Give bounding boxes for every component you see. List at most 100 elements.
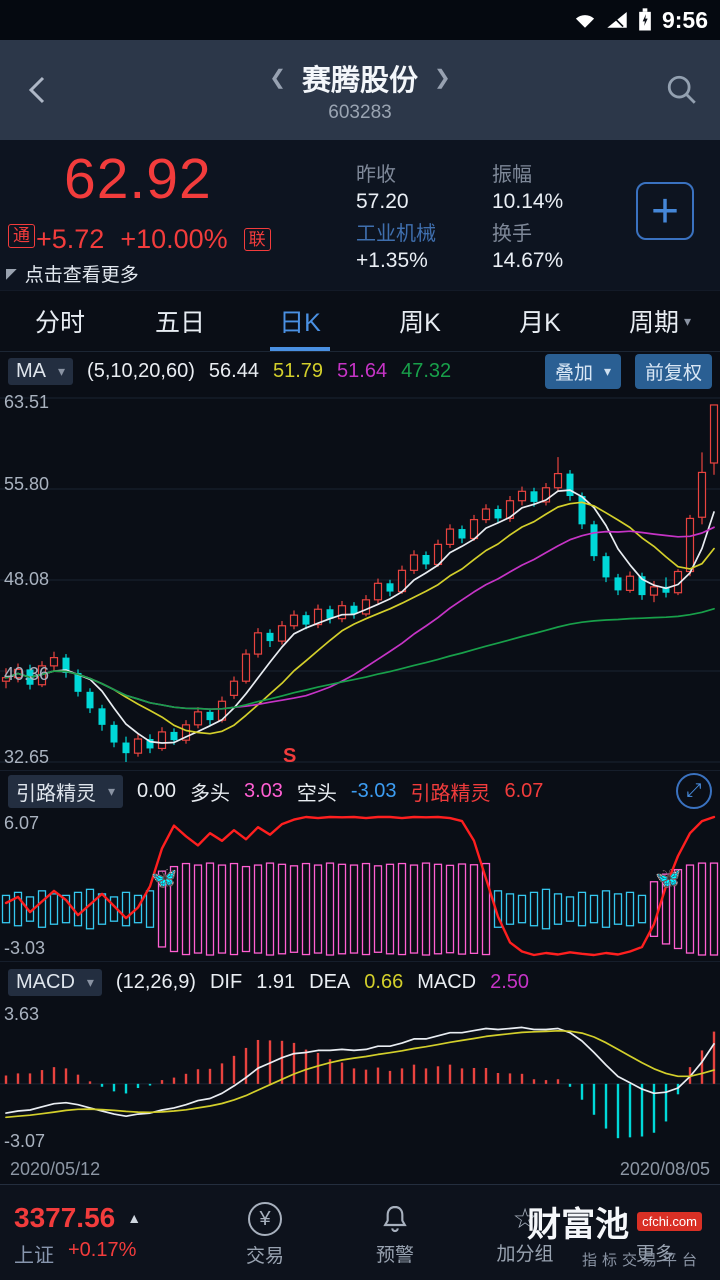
end-date: 2020/08/05 (619, 1158, 710, 1179)
ma60-value: 47.32 (401, 359, 452, 382)
index-expand-icon[interactable]: ▲ (127, 1210, 142, 1226)
ma20-value: 51.64 (337, 359, 388, 382)
sprite-value0: 0.00 (137, 779, 176, 802)
cellular-signal-icon (607, 11, 627, 28)
macd-params: (12,26,9) (115, 970, 196, 993)
dif-label: DIF (209, 970, 243, 993)
y-axis-label: 48.08 (4, 569, 50, 589)
amplitude-label: 振幅 (492, 164, 532, 186)
macd-selector[interactable]: MACD ▾ (8, 968, 102, 996)
wifi-icon (575, 14, 595, 28)
star-icon: ☆ (512, 1203, 538, 1234)
quote-stats: 昨收 57.20 工业机械 +1.35% 振幅 10.14% 换手 14.67% (356, 158, 563, 273)
add-watchlist-button[interactable]: + (636, 182, 694, 240)
start-date: 2020/05/12 (10, 1158, 101, 1179)
y-axis-label: 40.36 (4, 664, 50, 684)
overlay-button[interactable]: 叠加 ▾ (544, 353, 621, 389)
prev-stock-button[interactable]: ❮ (269, 67, 286, 89)
more-button[interactable]: 更多 (635, 1244, 674, 1265)
alert-button[interactable]: 预警 (330, 1185, 460, 1280)
index-summary[interactable]: 3377.56 ▲ 上证 +0.17% (0, 1185, 200, 1280)
y-axis-label: 6.07 (4, 813, 40, 833)
ma-params: (5,10,20,60) (87, 359, 195, 382)
view-more-link[interactable]: ◤ 点击查看更多 (6, 260, 139, 287)
turnover-label: 换手 (492, 223, 532, 245)
index-value: 3377.56 (14, 1202, 116, 1233)
sprite-self-label: 引路精灵 (410, 782, 491, 805)
dif-value: 1.91 (256, 970, 296, 993)
y-axis-label: 32.65 (4, 747, 50, 767)
battery-charging-icon (639, 8, 651, 31)
lian-badge: 联 (243, 227, 271, 252)
search-button[interactable] (644, 40, 720, 140)
bull-label: 多头 (189, 782, 230, 805)
back-button[interactable] (0, 40, 76, 140)
macd-chart[interactable]: 3.63 -3.07 (0, 1002, 720, 1154)
sell-signal-marker: S (283, 745, 297, 767)
add-group-button[interactable]: ☆ 加分组 (496, 1203, 554, 1266)
ma10-value: 51.79 (272, 359, 324, 382)
index-name: 上证 (14, 1245, 54, 1267)
yen-circle-icon: ¥ (248, 1202, 282, 1236)
y-axis-label: -3.07 (4, 1131, 46, 1151)
stock-code: 603283 (328, 101, 392, 123)
back-chevron-icon (28, 76, 45, 104)
chevron-down-icon: ▾ (86, 973, 94, 990)
tab-period-more[interactable]: 周期 ▾ (628, 309, 692, 337)
sprite-selector[interactable]: 引路精灵 ▾ (8, 774, 124, 808)
dea-value: 0.66 (364, 970, 404, 993)
view-more-label: 点击查看更多 (24, 265, 139, 286)
chevron-down-icon: ▾ (683, 312, 692, 329)
macd-canvas (0, 1026, 720, 1139)
tong-badge: 通 (8, 224, 35, 248)
macd-value: 2.50 (490, 970, 530, 993)
ma-selector[interactable]: MA ▾ (8, 357, 74, 385)
bear-value: -3.03 (350, 779, 397, 802)
macd-indicator-bar: MACD ▾ (12,26,9) DIF 1.91 DEA 0.66 MACD … (0, 961, 720, 1002)
price-change-pct: +10.00% (120, 224, 228, 254)
adjust-mode-button[interactable]: 前复权 (634, 353, 712, 389)
next-stock-button[interactable]: ❯ (434, 67, 451, 89)
y-axis-label: 3.63 (4, 1004, 40, 1024)
candlestick-chart[interactable]: 63.51 55.80 48.08 40.36 32.65 S (0, 390, 720, 770)
industry-link[interactable]: 工业机械 (356, 223, 436, 245)
date-axis: 2020/05/12 2020/08/05 (0, 1154, 720, 1184)
tab-daily-k[interactable]: 日K (240, 291, 360, 351)
amplitude-value: 10.14% (492, 190, 564, 213)
sprite-indicator-bar: 引路精灵 ▾ 0.00 多头 3.03 空头 -3.03 引路精灵 6.07 ⤢ (0, 770, 720, 811)
dea-label: DEA (309, 970, 351, 993)
tab-weekly-k[interactable]: 周K (399, 309, 441, 337)
sprite-canvas (1, 815, 719, 957)
bull-value: 3.03 (243, 779, 283, 802)
period-tabs: 分时 五日 日K 周K 月K 周期 ▾ (0, 290, 720, 352)
tab-minute[interactable]: 分时 (34, 309, 85, 337)
butterfly-signal-icon: 🦋 (151, 867, 178, 890)
bell-icon (383, 1205, 407, 1232)
price-change-row: +5.72 +10.00% 联 (36, 224, 271, 255)
chevron-down-icon: ▾ (603, 362, 611, 379)
industry-change: +1.35% (356, 249, 428, 272)
expand-arrows-icon: ⤢ (686, 780, 702, 801)
index-change: +0.17% (68, 1239, 137, 1261)
chevron-down-icon: ▾ (58, 362, 66, 379)
tab-fiveday[interactable]: 五日 (154, 309, 205, 337)
bottom-toolbar: 3377.56 ▲ 上证 +0.17% ¥ 交易 预警 ☆ 加分组 (0, 1184, 720, 1280)
status-bar: 9:56 (0, 0, 720, 40)
tab-monthly-k[interactable]: 月K (519, 309, 561, 337)
quote-panel: 通 62.92 +5.72 +10.00% 联 ◤ 点击查看更多 昨收 57.2… (0, 140, 720, 290)
fullscreen-button[interactable]: ⤢ (676, 773, 712, 809)
macd-label: MACD (417, 970, 477, 993)
sprite-self-value: 6.07 (504, 779, 544, 802)
sprite-chart[interactable]: 6.07 -3.03 🦋 🦋 (0, 811, 720, 961)
trade-button[interactable]: ¥ 交易 (200, 1185, 330, 1280)
bear-label: 空头 (296, 782, 337, 805)
prev-close-label: 昨收 (356, 164, 396, 186)
stock-name: 赛腾股份 (301, 64, 418, 97)
clock: 9:56 (661, 6, 708, 33)
butterfly-signal-icon: 🦋 (655, 867, 682, 890)
nav-bar: ❮ 赛腾股份 ❯ 603283 (0, 40, 720, 140)
ma5-value: 56.44 (208, 359, 259, 382)
chevron-down-icon: ▾ (108, 782, 116, 799)
candlestick-canvas (0, 397, 720, 763)
